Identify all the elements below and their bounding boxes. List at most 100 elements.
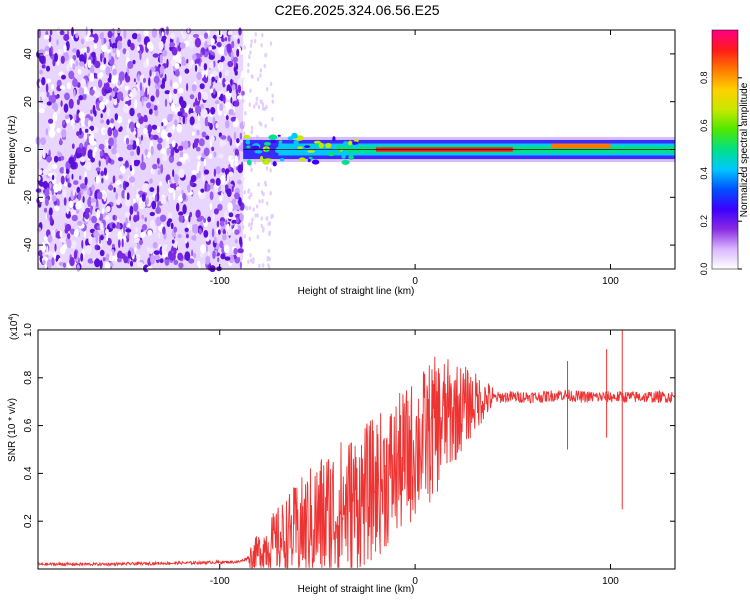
noise-dot xyxy=(63,33,70,42)
noise-dot xyxy=(84,47,87,53)
noise-dot xyxy=(108,137,114,147)
noise-dot xyxy=(265,104,268,110)
noise-dot xyxy=(112,223,116,229)
noise-dot xyxy=(51,174,55,181)
noise-dot xyxy=(265,166,269,171)
noise-dot xyxy=(193,234,197,242)
noise-dot xyxy=(36,175,41,181)
noise-dot xyxy=(94,60,101,69)
noise-dot xyxy=(248,205,252,211)
noise-dot xyxy=(199,52,203,58)
noise-dot xyxy=(267,221,270,227)
noise-dot xyxy=(234,155,238,163)
noise-dot xyxy=(37,169,43,175)
noise-dot xyxy=(155,71,160,78)
noise-dot xyxy=(198,138,205,147)
noise-dot xyxy=(268,230,271,235)
noise-dot xyxy=(182,192,187,201)
noise-dot xyxy=(59,167,65,174)
snr-y-tick-label: 0.8 xyxy=(23,370,34,384)
noise-dot xyxy=(200,188,205,193)
noise-dot xyxy=(153,75,160,84)
noise-dot xyxy=(220,135,227,140)
noise-dot xyxy=(271,213,274,219)
noise-dot xyxy=(90,207,93,215)
svg-text:(x104): (x104) xyxy=(8,313,20,340)
noise-dot xyxy=(215,75,219,80)
noise-dot xyxy=(225,115,229,121)
noise-dot xyxy=(177,111,183,117)
signal-blob xyxy=(307,150,315,153)
noise-dot xyxy=(256,204,259,209)
noise-dot xyxy=(238,197,242,207)
noise-dot xyxy=(231,84,236,91)
noise-dot xyxy=(129,107,135,117)
noise-dot xyxy=(133,78,136,83)
signal-blob xyxy=(350,148,356,152)
noise-dot xyxy=(47,162,53,172)
noise-dot xyxy=(234,192,240,200)
noise-dot xyxy=(164,98,168,107)
noise-dot xyxy=(258,120,261,126)
noise-dot xyxy=(173,226,178,233)
noise-dot xyxy=(94,90,101,98)
noise-dot xyxy=(172,124,176,130)
noise-dot xyxy=(232,198,237,204)
noise-dot xyxy=(233,204,241,211)
noise-dot xyxy=(125,137,130,145)
noise-dot xyxy=(37,28,41,39)
noise-dot xyxy=(136,253,141,263)
snr-y-ticks: 0.2 0.4 0.6 0.8 1.0 xyxy=(23,323,675,528)
noise-dot xyxy=(136,193,139,202)
noise-dot xyxy=(105,82,110,91)
noise-dot xyxy=(213,151,217,158)
noise-dot xyxy=(124,190,127,200)
noise-dot xyxy=(73,250,78,260)
noise-dot xyxy=(144,217,147,222)
noise-dot xyxy=(222,233,227,241)
snr-panel: -100 0 100 0.2 0.4 0.6 0.8 1.0 Height of strai… xyxy=(7,313,676,595)
noise-dot xyxy=(65,237,69,244)
noise-dot xyxy=(93,110,97,117)
noise-dot xyxy=(219,220,225,227)
noise-dot xyxy=(189,94,195,100)
noise-dot xyxy=(136,159,141,165)
noise-dot xyxy=(235,62,239,71)
noise-dot xyxy=(68,98,74,109)
noise-dot xyxy=(75,32,79,39)
signal-blob xyxy=(260,155,264,162)
noise-dot xyxy=(203,158,206,166)
noise-dot xyxy=(119,126,123,132)
noise-dot xyxy=(35,188,42,193)
noise-dot xyxy=(208,55,215,60)
noise-dot xyxy=(161,129,167,140)
noise-dot xyxy=(234,161,239,167)
noise-dot xyxy=(269,41,273,46)
noise-dot xyxy=(96,199,99,208)
noise-dot xyxy=(264,123,267,129)
noise-dot xyxy=(118,174,124,180)
noise-dot xyxy=(43,235,49,242)
noise-dot xyxy=(203,32,209,39)
noise-dot xyxy=(111,147,117,155)
noise-dot xyxy=(227,30,233,36)
noise-dot xyxy=(203,63,208,71)
noise-dot xyxy=(208,46,212,51)
noise-dot xyxy=(62,189,67,198)
signal-blob xyxy=(307,158,311,163)
noise-dot xyxy=(207,216,212,223)
noise-dot xyxy=(209,135,215,143)
noise-dot xyxy=(129,205,134,215)
noise-dot xyxy=(108,73,112,81)
noise-dot xyxy=(210,38,215,45)
noise-dot xyxy=(149,211,155,217)
noise-dot xyxy=(134,247,137,253)
noise-dot xyxy=(156,126,160,134)
noise-dot xyxy=(129,150,135,157)
noise-dot xyxy=(137,74,141,82)
noise-dot xyxy=(185,239,188,244)
signal-blob xyxy=(262,160,270,165)
noise-dot xyxy=(99,234,104,241)
noise-dot xyxy=(45,128,48,136)
noise-dot xyxy=(60,55,65,64)
